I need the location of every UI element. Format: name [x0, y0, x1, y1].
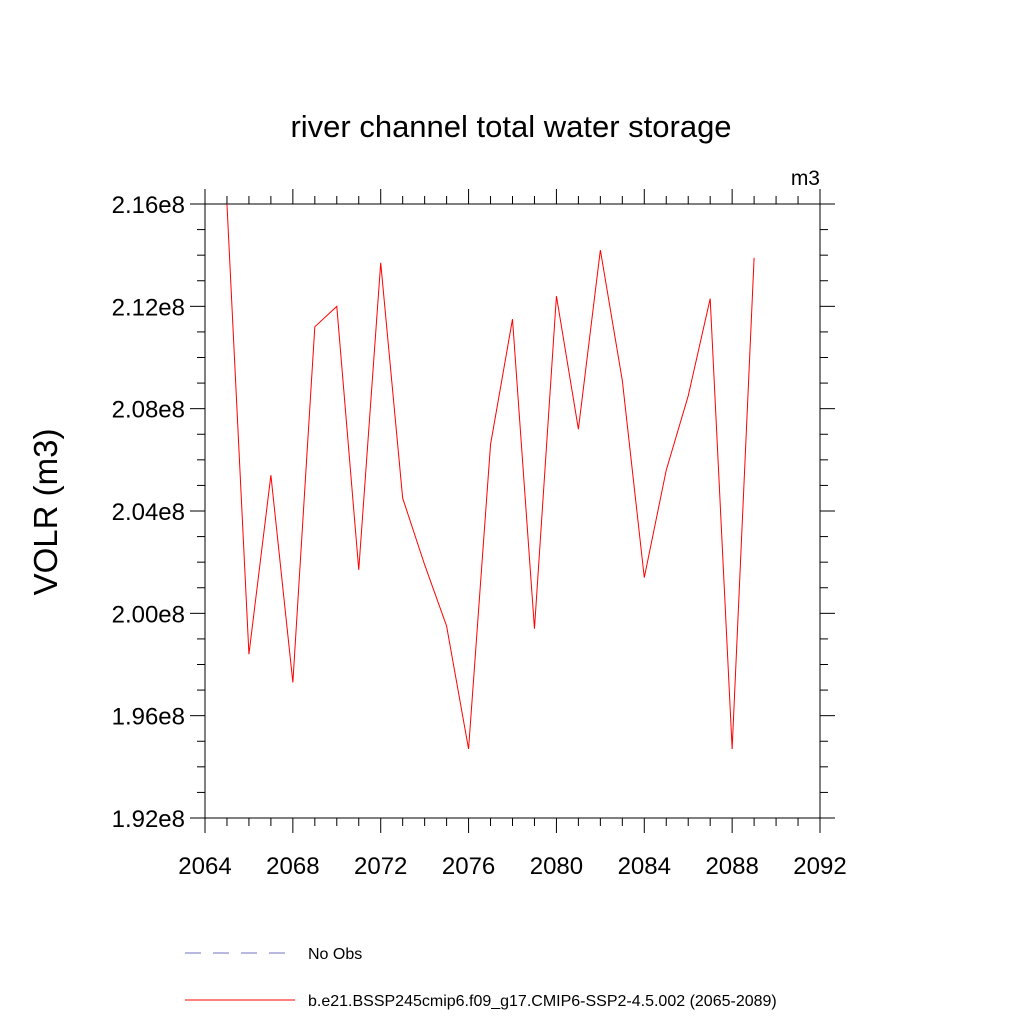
y-tick-label: 1.96e8: [112, 704, 185, 731]
plot-frame: [204, 203, 821, 819]
y-tick-label: 2.12e8: [112, 294, 185, 321]
y-axis-label: VOLR (m3): [27, 429, 64, 596]
chart-title: river channel total water storage: [290, 109, 731, 144]
x-tick-label: 2080: [530, 853, 583, 880]
x-tick-label: 2092: [793, 853, 846, 880]
legend-label-model-run: b.e21.BSSP245cmip6.f09_g17.CMIP6-SSP2-4.…: [308, 993, 777, 1010]
x-tick-label: 2084: [618, 853, 671, 880]
y-tick-label: 2.04e8: [112, 499, 185, 526]
x-tick-label: 2068: [266, 853, 319, 880]
x-tick-label: 2088: [705, 853, 758, 880]
x-tick-label: 2064: [178, 853, 231, 880]
units-label: m3: [791, 167, 820, 190]
x-axis: 2064 2068 2072 2076 2080 2084 2088 2092: [178, 189, 847, 880]
y-tick-label: 2.16e8: [112, 192, 185, 219]
series-line-1: [226, 204, 755, 750]
x-tick-label: 2072: [354, 853, 407, 880]
y-axis: 1.92e8 1.96e8 2.00e8 2.04e8 2.08e8 2.12e8 2.16…: [112, 192, 835, 833]
legend-label-no-obs: No Obs: [308, 946, 362, 963]
x-tick-label: 2076: [442, 853, 495, 880]
y-tick-label: 2.08e8: [112, 397, 185, 424]
legend: No Obs b.e21.BSSP245cmip6.f09_g17.CMIP6-…: [185, 946, 777, 1010]
y-tick-label: 1.92e8: [112, 806, 185, 833]
series-layer: [226, 204, 755, 750]
y-tick-label: 2.00e8: [112, 601, 185, 628]
